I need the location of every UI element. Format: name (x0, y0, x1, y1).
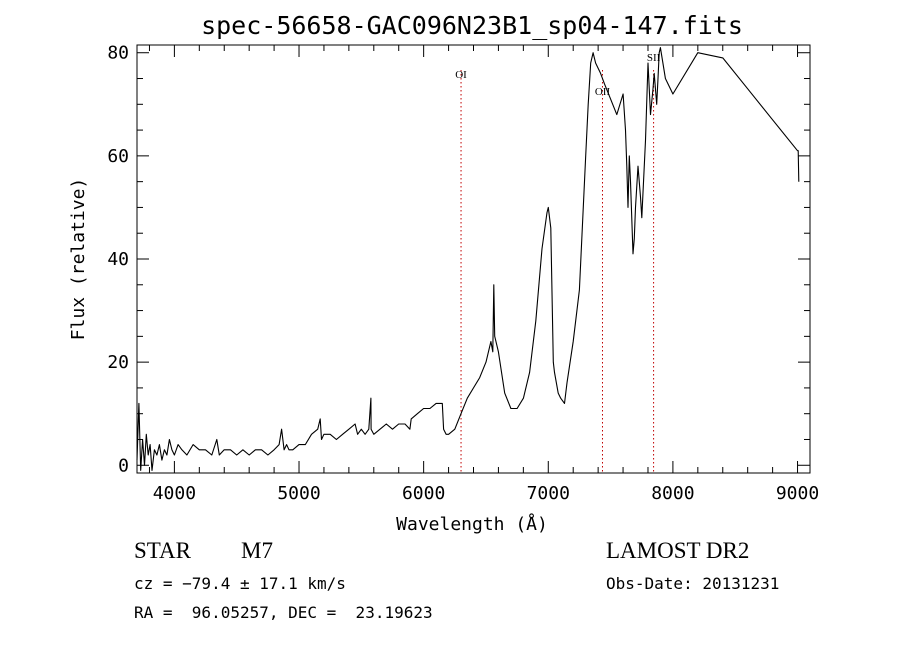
y-tick-label: 0 (118, 455, 129, 476)
y-tick-label: 60 (107, 146, 129, 167)
x-tick-label: 4000 (153, 483, 196, 504)
x-tick-label: 5000 (277, 483, 320, 504)
spectrum-line (136, 47, 800, 471)
x-tick-label: 9000 (776, 483, 819, 504)
x-tick-label: 7000 (527, 483, 570, 504)
coordinates: RA = 96.05257, DEC = 23.19623 (134, 603, 433, 622)
plot-frame (136, 44, 811, 474)
x-tick-label: 8000 (651, 483, 694, 504)
annotation-label: SII (647, 52, 661, 64)
annotation-label: OI (455, 69, 467, 81)
x-axis-label: Wavelength (Å) (396, 513, 548, 535)
y-tick-label: 20 (107, 352, 129, 373)
x-tick-label: 6000 (402, 483, 445, 504)
y-axis-label: Flux (relative) (68, 178, 89, 341)
object-class: STAR (134, 538, 191, 563)
y-tick-label: 80 (107, 43, 129, 64)
axis-ticks: 4000 5000 6000 7000 8000 9000 0 20 40 60 80 (107, 43, 819, 504)
y-tick-label: 40 (107, 249, 129, 270)
redshift-readout: cz = −79.4 ± 17.1 km/s (134, 574, 346, 593)
obs-date: Obs-Date: 20131231 (606, 574, 780, 593)
survey-name: LAMOST DR2 (606, 538, 750, 563)
object-subclass: M7 (241, 538, 273, 563)
chart-title: spec-56658-GAC096N23B1_sp04-147.fits (201, 11, 743, 40)
